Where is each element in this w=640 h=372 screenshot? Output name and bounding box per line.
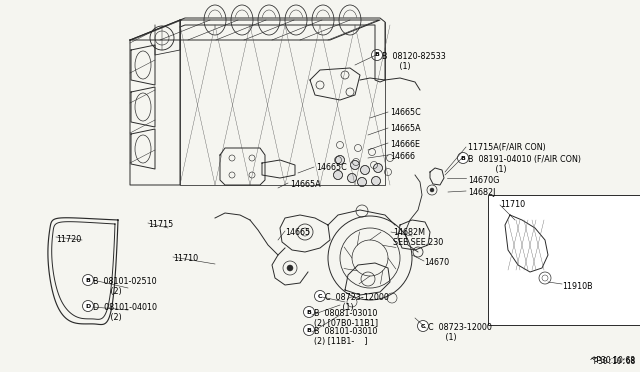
Text: D: D xyxy=(85,304,91,308)
Text: 14682M
SEE SEE,230: 14682M SEE SEE,230 xyxy=(393,228,444,247)
Text: ^P30:10:68: ^P30:10:68 xyxy=(590,356,635,365)
Circle shape xyxy=(374,164,383,173)
Circle shape xyxy=(371,176,381,186)
Text: C: C xyxy=(420,324,425,328)
Text: 14665C: 14665C xyxy=(390,108,420,117)
Circle shape xyxy=(83,275,93,285)
Text: B  08101-03010
(2) [11B1-    ]: B 08101-03010 (2) [11B1- ] xyxy=(314,327,378,346)
Text: C  08723-12000
       (1): C 08723-12000 (1) xyxy=(325,293,389,312)
Text: 11715A(F/AIR CON): 11715A(F/AIR CON) xyxy=(468,143,546,152)
Text: B: B xyxy=(374,52,380,58)
Text: ^P30:10:68: ^P30:10:68 xyxy=(590,357,636,366)
Text: 14670: 14670 xyxy=(424,258,449,267)
Circle shape xyxy=(335,155,344,164)
Text: 11720: 11720 xyxy=(56,235,81,244)
Text: 11710: 11710 xyxy=(173,254,198,263)
Text: 14682J: 14682J xyxy=(468,188,495,197)
Text: 14666: 14666 xyxy=(390,152,415,161)
Circle shape xyxy=(430,188,434,192)
Text: 14665A: 14665A xyxy=(390,124,420,133)
Text: 11910B: 11910B xyxy=(562,282,593,291)
Circle shape xyxy=(83,301,93,311)
Circle shape xyxy=(303,324,314,336)
Circle shape xyxy=(287,265,293,271)
Text: B: B xyxy=(461,155,465,160)
Text: B  08191-04010 (F/AIR CON)
           (1): B 08191-04010 (F/AIR CON) (1) xyxy=(468,155,581,174)
Text: 14665A: 14665A xyxy=(290,180,321,189)
Circle shape xyxy=(358,177,367,186)
Text: 11715: 11715 xyxy=(148,220,173,229)
Circle shape xyxy=(360,166,369,174)
Circle shape xyxy=(303,307,314,317)
Text: B  08081-03010
(2) [07B0-11B1]: B 08081-03010 (2) [07B0-11B1] xyxy=(314,309,378,328)
Text: B  08120-82533
       (1): B 08120-82533 (1) xyxy=(382,52,445,71)
Text: B: B xyxy=(86,278,90,282)
Text: B: B xyxy=(307,327,312,333)
Circle shape xyxy=(351,160,360,170)
Circle shape xyxy=(371,49,383,61)
Text: 11710: 11710 xyxy=(500,200,525,209)
Circle shape xyxy=(333,170,342,180)
Text: D  08101-04010
       (2): D 08101-04010 (2) xyxy=(93,303,157,323)
Circle shape xyxy=(417,321,429,331)
Circle shape xyxy=(314,291,326,301)
Bar xyxy=(488,195,640,325)
Text: 14666E: 14666E xyxy=(390,140,420,149)
Text: 14670G: 14670G xyxy=(468,176,499,185)
Text: C  08723-12000
       (1): C 08723-12000 (1) xyxy=(428,323,492,342)
Circle shape xyxy=(458,153,468,164)
Text: B: B xyxy=(307,310,312,314)
Text: 14665: 14665 xyxy=(285,228,310,237)
Text: C: C xyxy=(317,294,323,298)
Text: 14665C: 14665C xyxy=(316,163,347,172)
Circle shape xyxy=(348,173,356,183)
Text: B  08101-02510
       (2): B 08101-02510 (2) xyxy=(93,277,157,296)
